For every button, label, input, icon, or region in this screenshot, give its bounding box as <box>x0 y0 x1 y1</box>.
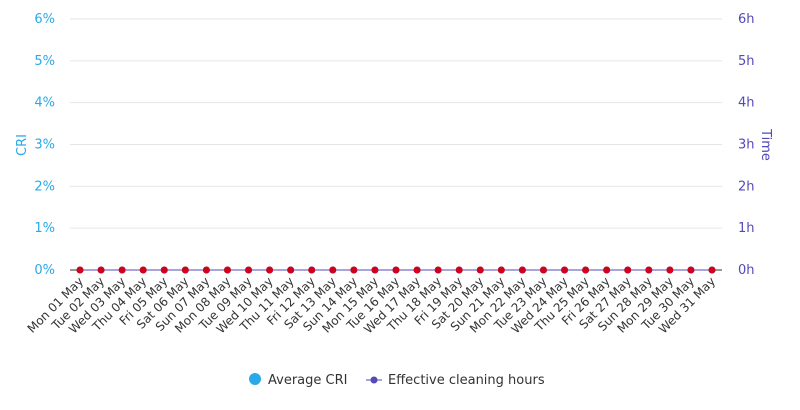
left-tick-label: 0% <box>34 263 55 278</box>
right-tick-label: 6h <box>738 12 755 27</box>
cleaning-hours-point[interactable] <box>160 266 168 274</box>
cleaning-hours-point[interactable] <box>139 266 147 274</box>
cleaning-hours-point[interactable] <box>223 266 231 274</box>
cleaning-hours-point[interactable] <box>308 266 316 274</box>
legend-marker-effective-cleaning-hours <box>370 376 378 384</box>
cleaning-hours-point[interactable] <box>518 266 526 274</box>
left-tick-label: 4% <box>34 96 55 111</box>
cleaning-hours-point[interactable] <box>413 266 421 274</box>
series-layer <box>76 266 716 274</box>
cleaning-hours-point[interactable] <box>434 266 442 274</box>
cleaning-hours-point[interactable] <box>666 266 674 274</box>
cleaning-hours-point[interactable] <box>97 266 105 274</box>
right-tick-label: 0h <box>738 263 755 278</box>
right-axis-title: Time <box>758 128 773 161</box>
cleaning-hours-point[interactable] <box>561 266 569 274</box>
legend-marker-average-cri <box>249 373 261 385</box>
cleaning-hours-point[interactable] <box>687 266 695 274</box>
cleaning-hours-point[interactable] <box>202 266 210 274</box>
cleaning-hours-point[interactable] <box>329 266 337 274</box>
cleaning-hours-point[interactable] <box>245 266 253 274</box>
left-axis-title: CRI <box>15 134 30 156</box>
cleaning-hours-point[interactable] <box>76 266 84 274</box>
right-tick-label: 3h <box>738 138 755 153</box>
cleaning-hours-point[interactable] <box>539 266 547 274</box>
legend-label-effective-cleaning-hours: Effective cleaning hours <box>388 373 545 388</box>
grid-lines <box>70 18 722 271</box>
left-tick-label: 3% <box>34 138 55 153</box>
cleaning-hours-point[interactable] <box>287 266 295 274</box>
left-tick-label: 6% <box>34 12 55 27</box>
cleaning-hours-point[interactable] <box>645 266 653 274</box>
cleaning-hours-point[interactable] <box>266 266 274 274</box>
cleaning-hours-point[interactable] <box>708 266 716 274</box>
cleaning-hours-point[interactable] <box>497 266 505 274</box>
cleaning-hours-point[interactable] <box>455 266 463 274</box>
cleaning-hours-point[interactable] <box>603 266 611 274</box>
legend-label-average-cri: Average CRI <box>268 373 347 388</box>
right-tick-label: 2h <box>738 179 755 194</box>
left-tick-label: 5% <box>34 54 55 69</box>
cleaning-hours-point[interactable] <box>476 266 484 274</box>
right-tick-label: 1h <box>738 221 755 236</box>
cleaning-hours-point[interactable] <box>350 266 358 274</box>
left-tick-label: 2% <box>34 179 55 194</box>
cleaning-hours-point[interactable] <box>392 266 400 274</box>
cleaning-hours-point[interactable] <box>624 266 632 274</box>
right-tick-label: 5h <box>738 54 755 69</box>
left-axis-ticks: 0% 1% 2% 3% 4% 5% 6% <box>34 12 55 278</box>
cleaning-hours-point[interactable] <box>181 266 189 274</box>
legend: Average CRI Effective cleaning hours <box>249 373 545 388</box>
cleaning-hours-point[interactable] <box>371 266 379 274</box>
right-tick-label: 4h <box>738 96 755 111</box>
right-axis-ticks: 0h 1h 2h 3h 4h 5h 6h <box>738 12 755 278</box>
left-tick-label: 1% <box>34 221 55 236</box>
cleaning-hours-point[interactable] <box>582 266 590 274</box>
cleaning-hours-point[interactable] <box>118 266 126 274</box>
legend-item-average-cri[interactable]: Average CRI <box>249 373 347 388</box>
legend-item-effective-cleaning-hours[interactable]: Effective cleaning hours <box>366 373 545 388</box>
